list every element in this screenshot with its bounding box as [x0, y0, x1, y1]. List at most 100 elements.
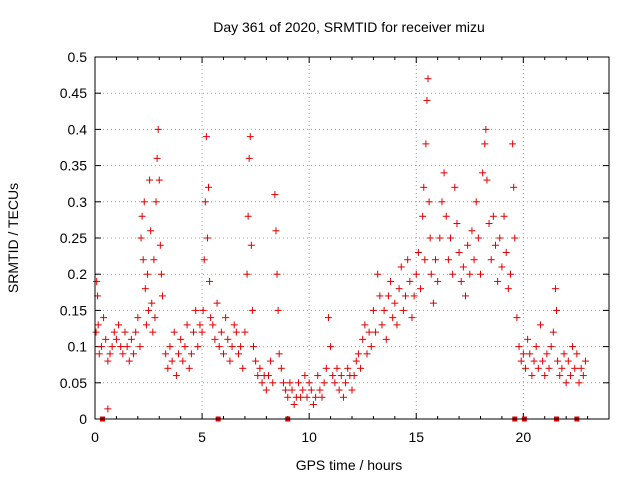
data-point: [279, 379, 287, 387]
data-point: [532, 343, 540, 351]
data-point: [247, 241, 255, 249]
data-point: [462, 292, 470, 300]
data-point: [157, 270, 165, 278]
data-point: [498, 263, 506, 271]
data-point: [412, 270, 420, 278]
x-axis-label: GPS time / hours: [296, 457, 403, 473]
data-point: [335, 386, 343, 394]
data-point: [224, 335, 232, 343]
data-point: [491, 241, 499, 249]
data-point: [106, 350, 114, 358]
data-point: [511, 234, 519, 242]
data-point: [190, 328, 198, 336]
data-point: [560, 350, 568, 358]
data-point: [333, 364, 341, 372]
data-point: [466, 270, 474, 278]
data-point: [482, 125, 490, 133]
data-point: [203, 234, 211, 242]
data-point: [464, 241, 472, 249]
data-point: [312, 393, 320, 401]
data-point: [359, 335, 367, 343]
data-point: [519, 350, 527, 358]
data-point: [444, 256, 452, 264]
data-point: [104, 405, 112, 413]
data-point: [271, 191, 279, 199]
data-point: [213, 299, 221, 307]
data-point: [209, 321, 217, 329]
data-point: [299, 386, 307, 394]
data-point: [146, 176, 154, 184]
data-point: [226, 357, 234, 365]
data-point: [393, 321, 401, 329]
x-tick-label: 15: [408, 429, 424, 445]
data-point: [352, 357, 360, 365]
data-point: [426, 234, 434, 242]
data-point: [164, 364, 172, 372]
data-point: [252, 357, 260, 365]
data-point: [369, 306, 377, 314]
data-point: [211, 335, 219, 343]
plot-frame: [94, 56, 610, 420]
data-point: [282, 386, 290, 394]
data-point: [198, 328, 206, 336]
data-point: [151, 314, 159, 322]
data-point: [199, 306, 207, 314]
data-point: [339, 393, 347, 401]
data-point: [275, 350, 283, 358]
data-point: [429, 299, 437, 307]
data-point: [217, 328, 225, 336]
data-point: [206, 277, 214, 285]
data-point: [95, 350, 103, 358]
data-point: [524, 335, 532, 343]
data-point: [581, 357, 589, 365]
data-point: [185, 364, 193, 372]
data-point: [420, 183, 428, 191]
data-point: [399, 306, 407, 314]
data-point: [363, 350, 371, 358]
data-point: [241, 328, 249, 336]
y-tick-label: 0.4: [68, 121, 88, 137]
data-point: [277, 364, 285, 372]
data-point: [202, 133, 210, 141]
data-point: [337, 372, 345, 380]
data-point: [234, 350, 242, 358]
data-point: [222, 314, 230, 322]
data-point: [506, 270, 514, 278]
data-point: [422, 140, 430, 148]
data-point: [361, 321, 369, 329]
data-point: [158, 292, 166, 300]
data-point: [239, 364, 247, 372]
data-point: [348, 386, 356, 394]
data-point: [515, 343, 523, 351]
data-point: [179, 357, 187, 365]
data-point: [187, 350, 195, 358]
data-point: [432, 256, 440, 264]
data-point: [549, 328, 557, 336]
data-point: [297, 393, 305, 401]
data-point: [414, 248, 422, 256]
data-point: [566, 372, 574, 380]
y-tick-label: 0.3: [68, 194, 88, 210]
data-point: [419, 212, 427, 220]
data-point: [108, 343, 116, 351]
data-point: [100, 314, 108, 322]
data-point: [123, 343, 131, 351]
data-point: [274, 306, 282, 314]
data-point: [468, 227, 476, 235]
data-point: [288, 386, 296, 394]
chart-title: Day 361 of 2020, SRMTID for receiver miz…: [213, 19, 485, 35]
x-tick-label: 0: [91, 429, 99, 445]
data-point: [500, 212, 508, 220]
data-point: [397, 263, 405, 271]
data-point: [541, 372, 549, 380]
data-point: [138, 212, 146, 220]
data-point: [207, 314, 215, 322]
data-point: [145, 306, 153, 314]
data-point: [496, 234, 504, 242]
data-point: [149, 328, 157, 336]
data-point: [269, 379, 277, 387]
data-point: [357, 364, 365, 372]
data-point: [556, 372, 564, 380]
data-point: [228, 343, 236, 351]
